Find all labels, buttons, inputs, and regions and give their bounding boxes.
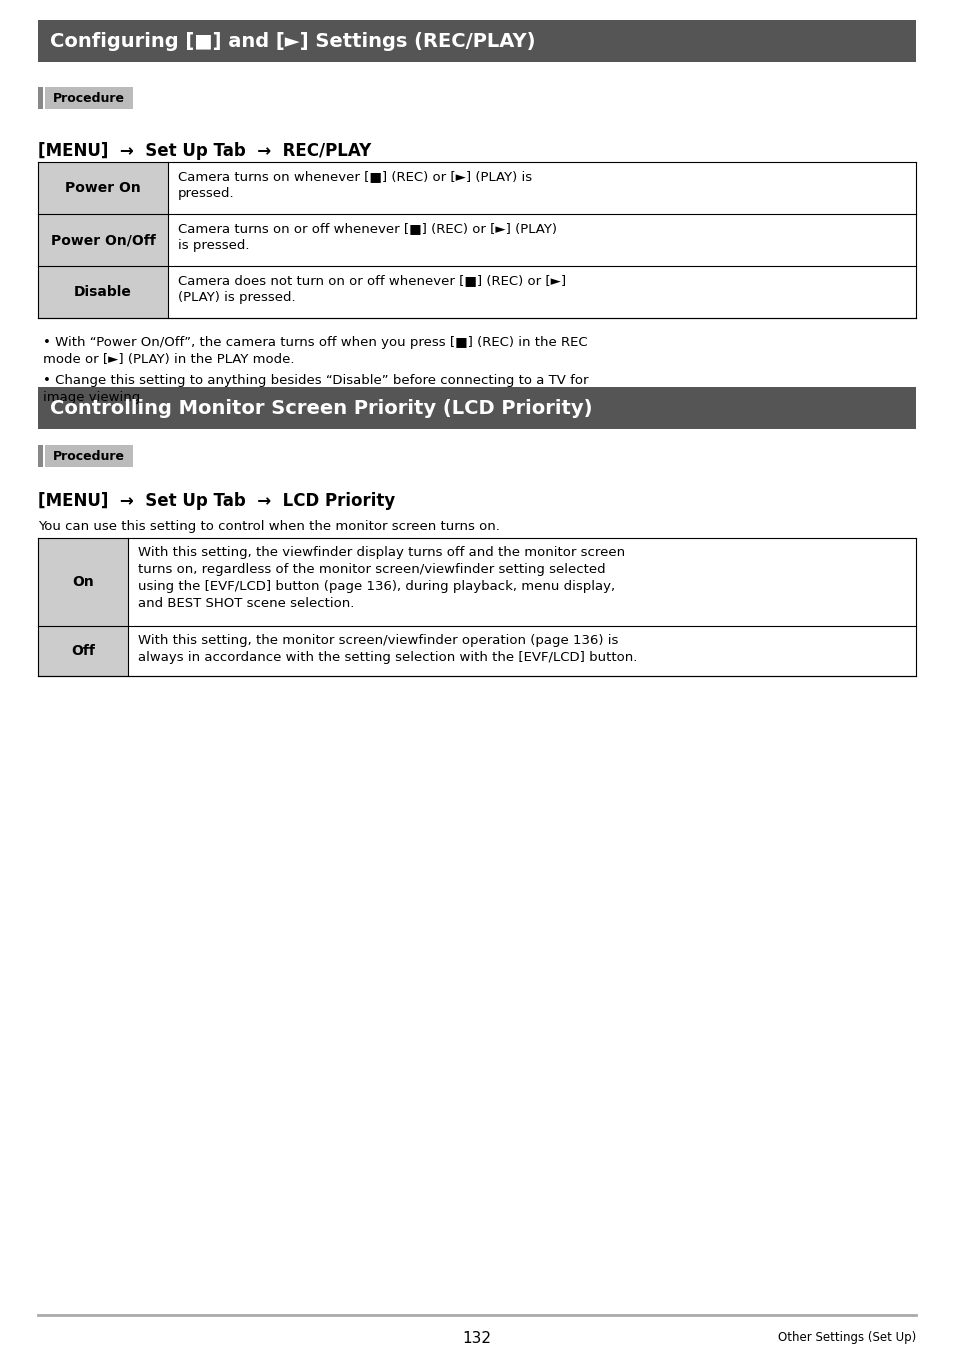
Text: Power On/Off: Power On/Off — [51, 233, 155, 247]
FancyBboxPatch shape — [38, 387, 915, 429]
Text: Configuring [■] and [►] Settings (REC/PLAY): Configuring [■] and [►] Settings (REC/PL… — [50, 31, 535, 50]
Text: 132: 132 — [462, 1331, 491, 1346]
Text: Disable: Disable — [74, 285, 132, 299]
Text: [MENU]  →  Set Up Tab  →  LCD Priority: [MENU] → Set Up Tab → LCD Priority — [38, 493, 395, 510]
Text: • Change this setting to anything besides “Disable” before connecting to a TV fo: • Change this setting to anything beside… — [43, 375, 588, 404]
Text: With this setting, the viewfinder display turns off and the monitor screen
turns: With this setting, the viewfinder displa… — [138, 546, 624, 611]
Text: • With “Power On/Off”, the camera turns off when you press [■] (REC) in the REC
: • With “Power On/Off”, the camera turns … — [43, 337, 587, 366]
Text: With this setting, the monitor screen/viewfinder operation (page 136) is
always : With this setting, the monitor screen/vi… — [138, 634, 637, 664]
FancyBboxPatch shape — [38, 537, 128, 626]
Text: You can use this setting to control when the monitor screen turns on.: You can use this setting to control when… — [38, 520, 499, 533]
FancyBboxPatch shape — [38, 445, 43, 467]
Text: [MENU]  →  Set Up Tab  →  REC/PLAY: [MENU] → Set Up Tab → REC/PLAY — [38, 142, 371, 160]
Text: Off: Off — [71, 645, 95, 658]
Text: Procedure: Procedure — [53, 449, 125, 463]
Text: Camera turns on whenever [■] (REC) or [►] (PLAY) is
pressed.: Camera turns on whenever [■] (REC) or [►… — [178, 170, 532, 199]
Text: Controlling Monitor Screen Priority (LCD Priority): Controlling Monitor Screen Priority (LCD… — [50, 399, 592, 418]
FancyBboxPatch shape — [38, 20, 915, 62]
Text: On: On — [72, 575, 93, 589]
Text: Other Settings (Set Up): Other Settings (Set Up) — [777, 1331, 915, 1343]
Text: Camera does not turn on or off whenever [■] (REC) or [►]
(PLAY) is pressed.: Camera does not turn on or off whenever … — [178, 274, 565, 304]
FancyBboxPatch shape — [38, 161, 168, 214]
FancyBboxPatch shape — [38, 626, 128, 676]
Text: Power On: Power On — [65, 180, 141, 195]
Text: Camera turns on or off whenever [■] (REC) or [►] (PLAY)
is pressed.: Camera turns on or off whenever [■] (REC… — [178, 223, 557, 252]
FancyBboxPatch shape — [45, 445, 132, 467]
FancyBboxPatch shape — [45, 87, 132, 109]
FancyBboxPatch shape — [38, 214, 168, 266]
FancyBboxPatch shape — [38, 266, 168, 318]
Text: Procedure: Procedure — [53, 91, 125, 104]
FancyBboxPatch shape — [38, 87, 43, 109]
